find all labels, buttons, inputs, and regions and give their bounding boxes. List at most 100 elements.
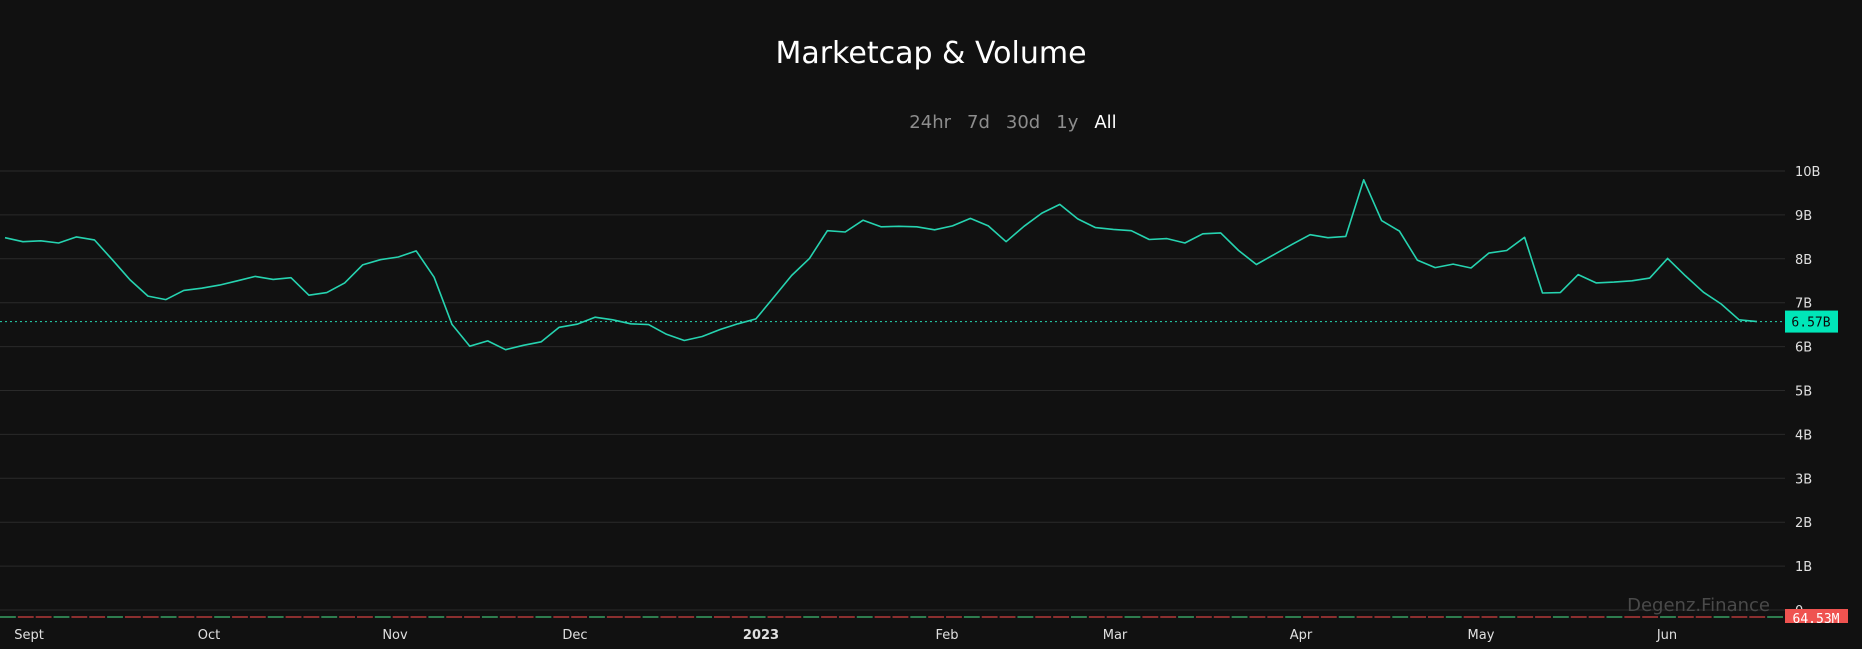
volume-tag — [1785, 609, 1848, 623]
volume-bar — [821, 616, 837, 618]
range-30d-button[interactable]: 30d — [1005, 112, 1041, 133]
volume-bar — [499, 616, 516, 618]
volume-bar — [749, 616, 766, 618]
volume-bar — [1249, 616, 1266, 618]
volume-bar — [428, 616, 445, 618]
time-range-selector: 24hr 7d 30d 1y All — [0, 112, 1862, 133]
range-1y-button[interactable]: 1y — [1056, 112, 1079, 133]
series-line — [4, 179, 1758, 351]
volume-bar — [107, 616, 123, 618]
volume-bar — [1267, 616, 1284, 618]
volume-bar — [517, 616, 534, 618]
volume-bar — [838, 616, 855, 618]
volume-bar — [1195, 616, 1212, 618]
volume-bar — [1445, 616, 1462, 618]
volume-bar — [214, 616, 231, 618]
volume-bar — [1535, 616, 1551, 618]
range-all-button[interactable]: All — [1094, 112, 1117, 133]
volume-bar — [1767, 616, 1783, 618]
volume-bar — [535, 616, 552, 618]
volume-bar — [946, 616, 962, 618]
volume-bar — [589, 616, 605, 618]
x-tick-label: Jun — [1656, 628, 1677, 643]
volume-bar — [624, 616, 641, 618]
volume-bar — [446, 616, 463, 618]
volume-bar — [321, 616, 338, 618]
volume-bar — [35, 616, 52, 618]
x-tick-label: Dec — [562, 628, 587, 643]
volume-bar — [142, 616, 159, 618]
volume-bar — [357, 616, 373, 618]
volume-bar — [124, 616, 141, 618]
y-tick-label: 5B — [1795, 385, 1812, 400]
volume-bar — [678, 616, 695, 618]
volume-bar — [1410, 616, 1426, 618]
volume-bar — [856, 616, 873, 618]
volume-bar — [1356, 616, 1373, 618]
volume-bar — [1588, 616, 1605, 618]
volume-bar — [1624, 616, 1641, 618]
volume-bar — [1035, 616, 1052, 618]
x-tick-label: Feb — [935, 628, 958, 643]
volume-bar — [232, 616, 248, 618]
volume-bar — [374, 616, 391, 618]
volume-bar — [1142, 616, 1159, 618]
volume-bar — [1160, 616, 1177, 618]
x-tick-label: Sept — [14, 628, 44, 643]
y-tick-label: 8B — [1795, 253, 1812, 268]
volume-bar — [963, 616, 980, 618]
volume-bar — [392, 616, 409, 618]
y-tick-label: 6B — [1795, 341, 1812, 356]
x-tick-label: Apr — [1290, 628, 1313, 643]
volume-bar — [910, 616, 927, 618]
volume-bar — [606, 616, 623, 618]
volume-bar — [267, 616, 284, 618]
volume-bar — [410, 616, 427, 618]
volume-bar — [303, 616, 320, 618]
y-tick-label: 10B — [1795, 165, 1820, 180]
volume-bar — [1428, 616, 1444, 618]
volume-bar — [999, 616, 1016, 618]
grid-lines — [0, 170, 1785, 611]
marketcap-series — [0, 179, 1785, 351]
range-7d-button[interactable]: 7d — [967, 112, 990, 133]
value-tags: 6.57B 64.53M — [1785, 310, 1848, 627]
volume-bar — [1463, 616, 1480, 618]
y-tick-label: 1B — [1795, 560, 1812, 575]
x-tick-label: Nov — [382, 628, 408, 643]
y-tick-label: 4B — [1795, 428, 1812, 443]
volume-bar — [1178, 616, 1194, 618]
volume-bar — [981, 616, 998, 618]
volume-bar — [731, 616, 748, 618]
y-tick-label: 9B — [1795, 209, 1812, 224]
volume-bar — [1213, 616, 1230, 618]
volume-bar — [660, 616, 677, 618]
volume-bar — [1053, 616, 1069, 618]
y-tick-label: 2B — [1795, 516, 1812, 531]
volume-bar — [1285, 616, 1302, 618]
volume-bar — [89, 616, 106, 618]
volume-bar — [571, 616, 588, 618]
volume-bar — [1481, 616, 1498, 618]
volume-bar — [17, 616, 34, 618]
x-axis: Sept Oct Nov Dec 2023 Feb Mar Apr May Jun — [14, 628, 1677, 643]
volume-bar — [696, 616, 712, 618]
range-24hr-button[interactable]: 24hr — [909, 112, 952, 133]
volume-bar — [71, 616, 88, 618]
volume-bar — [1088, 616, 1105, 618]
volume-bar — [1517, 616, 1534, 618]
volume-bar — [642, 616, 659, 618]
volume-bars — [0, 616, 1783, 618]
volume-bar — [196, 616, 213, 618]
current-value-label: 6.57B — [1791, 316, 1830, 331]
chart-title: Marketcap & Volume — [775, 36, 1087, 71]
x-tick-label: Oct — [198, 628, 220, 643]
volume-bar — [1320, 616, 1337, 618]
volume-bar — [1660, 616, 1676, 618]
current-value-tag — [1785, 310, 1838, 333]
volume-bar — [1338, 616, 1355, 618]
volume-bar — [767, 616, 784, 618]
volume-bar — [160, 616, 177, 618]
volume-bar — [928, 616, 945, 618]
